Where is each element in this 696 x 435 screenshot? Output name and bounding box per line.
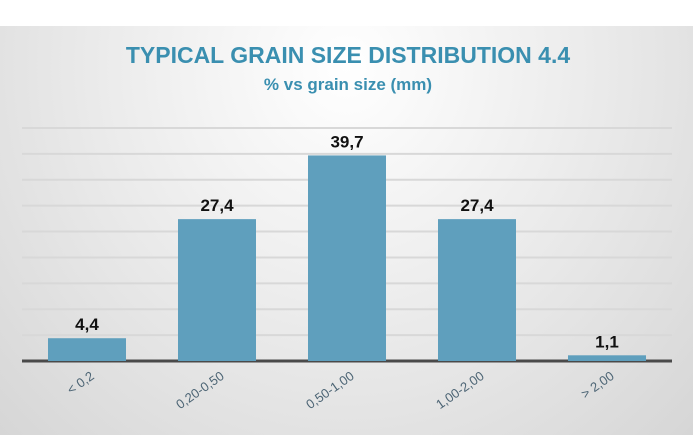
data-label: 39,7 [330,132,363,151]
bar [438,219,516,361]
bar [568,355,646,361]
chart-title: TYPICAL GRAIN SIZE DISTRIBUTION 4.4 [126,42,570,68]
x-tick-label: 1,00-2,00 [433,368,487,412]
data-label: 27,4 [460,196,494,215]
bar [48,338,126,361]
data-label: 4,4 [75,315,99,334]
x-tick-label: < 0,2 [64,368,97,397]
x-tick-label: 0,20-0,50 [173,368,227,412]
x-tick-label: 0,50-1,00 [303,368,357,412]
bar [308,155,386,361]
data-label: 27,4 [200,196,234,215]
bar [178,219,256,361]
x-tick-label: > 2,00 [578,368,617,401]
data-label: 1,1 [595,332,619,351]
chart-subtitle: % vs grain size (mm) [264,75,432,94]
